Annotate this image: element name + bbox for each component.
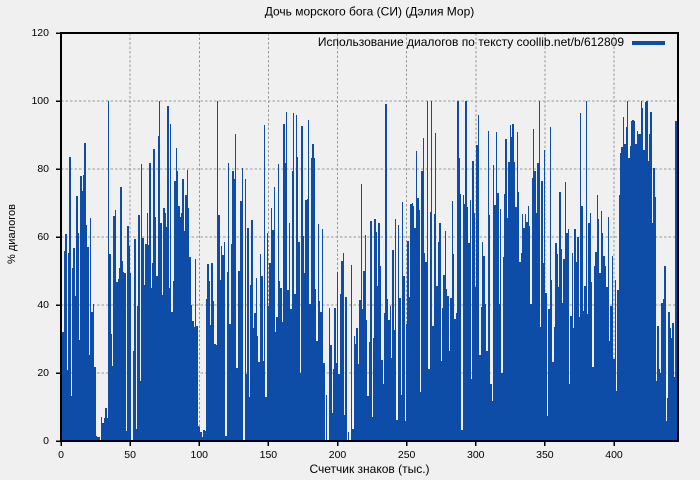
svg-text:120: 120 (31, 27, 49, 39)
svg-text:0: 0 (58, 449, 64, 461)
svg-text:80: 80 (37, 163, 49, 175)
svg-text:40: 40 (37, 299, 49, 311)
svg-text:250: 250 (398, 449, 416, 461)
svg-text:50: 50 (124, 449, 136, 461)
svg-text:Использование диалогов по текс: Использование диалогов по тексту coollib… (318, 35, 624, 49)
svg-text:100: 100 (190, 449, 208, 461)
svg-text:Дочь морского бога (СИ) (Дэлия: Дочь морского бога (СИ) (Дэлия Мор) (265, 5, 475, 19)
svg-text:100: 100 (31, 95, 49, 107)
svg-text:60: 60 (37, 231, 49, 243)
svg-text:400: 400 (605, 449, 623, 461)
svg-text:0: 0 (43, 435, 49, 447)
svg-text:Счетчик знаков (тыс.): Счетчик знаков (тыс.) (309, 462, 429, 476)
svg-text:% диалогов: % диалогов (6, 204, 18, 264)
svg-text:350: 350 (536, 449, 554, 461)
svg-text:200: 200 (329, 449, 347, 461)
svg-text:150: 150 (260, 449, 278, 461)
svg-text:300: 300 (467, 449, 485, 461)
svg-text:20: 20 (37, 367, 49, 379)
